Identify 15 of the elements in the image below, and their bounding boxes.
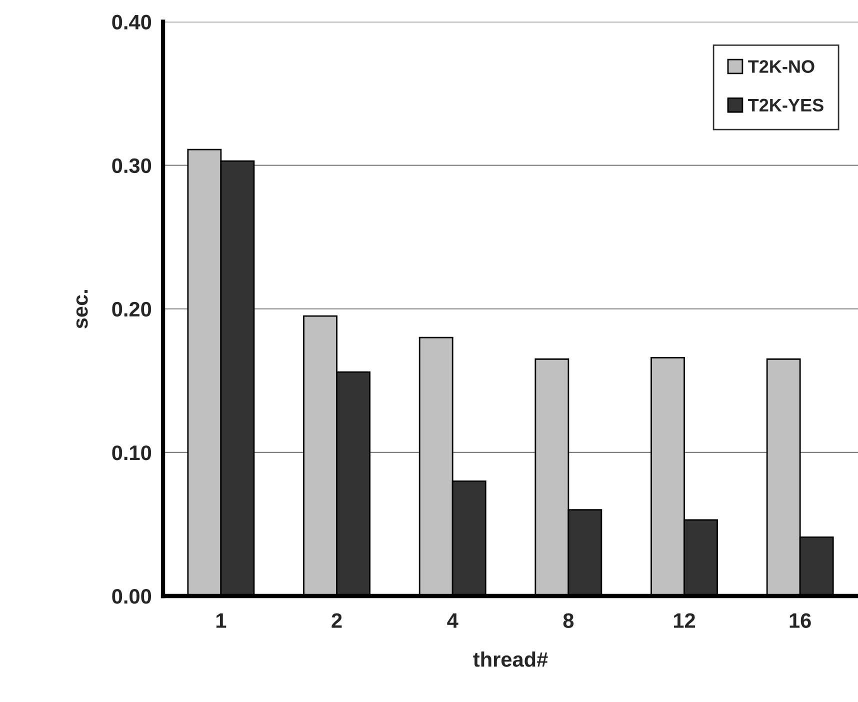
y-tick-label: 0.40 xyxy=(112,14,152,30)
x-tick-label: 1 xyxy=(216,613,226,628)
x-tick-label: 2 xyxy=(332,613,342,628)
y-tick-label: 0.10 xyxy=(112,445,152,460)
x-tick-label: 4 xyxy=(447,613,458,628)
x-tick-label: 16 xyxy=(790,613,811,628)
x-axis-title: thread# xyxy=(473,652,548,667)
y-tick-label: 0.30 xyxy=(112,158,152,174)
x-tick-label: 8 xyxy=(563,613,574,628)
y-axis-title: sec. xyxy=(76,290,88,328)
y-tick-label: 0.20 xyxy=(112,302,152,317)
y-tick-label: 0.00 xyxy=(112,589,152,604)
legend-label: T2K-YES xyxy=(748,98,824,112)
legend-label: T2K-NO xyxy=(748,60,814,73)
x-tick-label: 12 xyxy=(674,613,696,628)
